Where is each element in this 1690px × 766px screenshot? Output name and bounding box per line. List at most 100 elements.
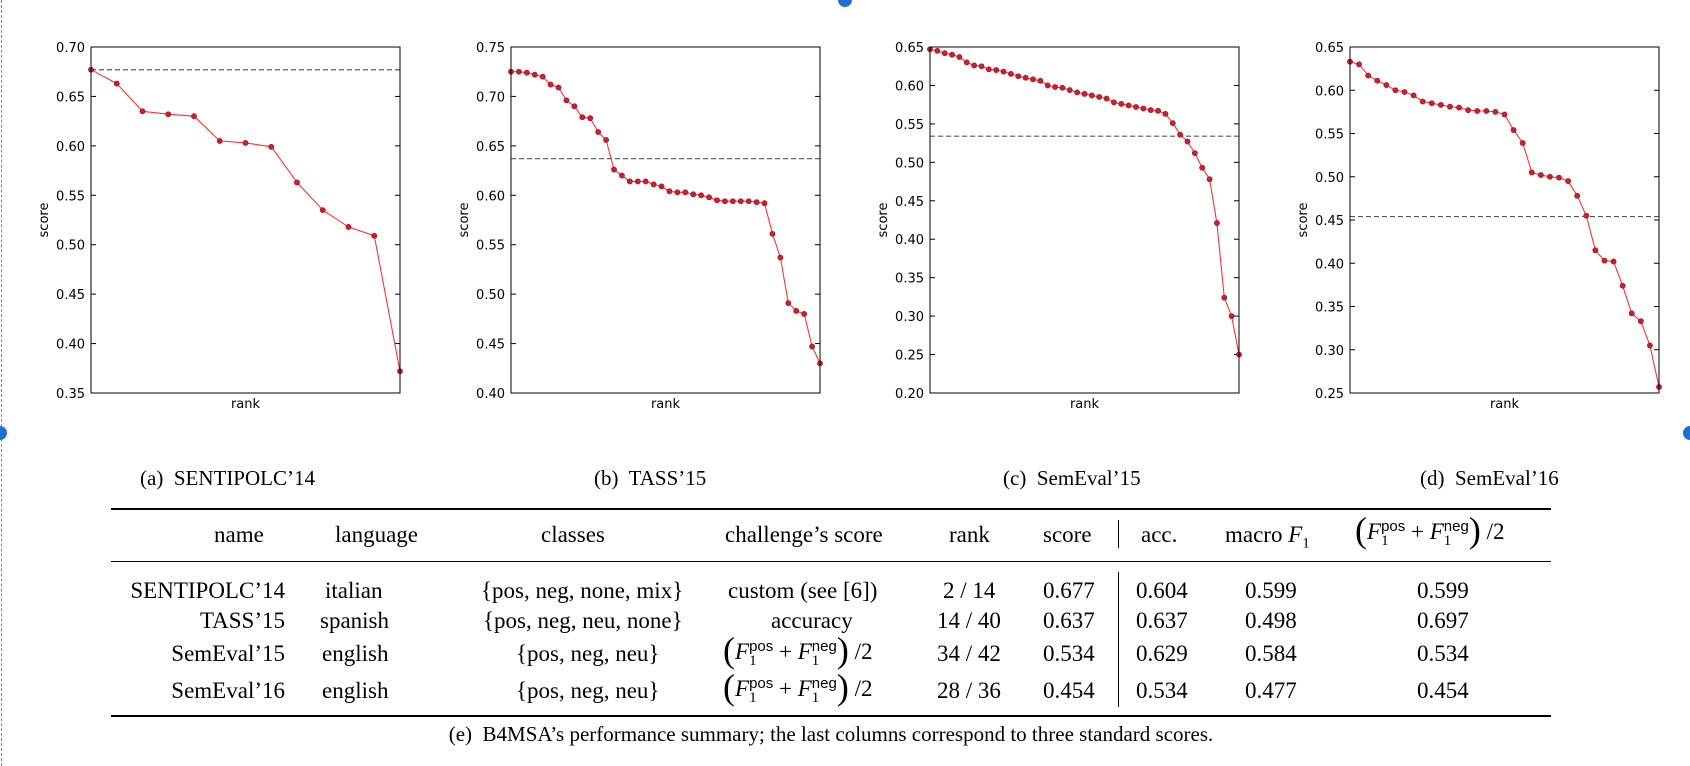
chart-4-ytick-label-6: 0.55 bbox=[1315, 128, 1344, 143]
chart-2-point-11 bbox=[587, 115, 594, 122]
chart-3-point-39 bbox=[1206, 176, 1213, 183]
chart-3-point-40 bbox=[1214, 220, 1220, 226]
row-1-score: 0.677 bbox=[1043, 578, 1095, 603]
resize-handle-right[interactable] bbox=[1683, 426, 1690, 440]
row-2-language: spanish bbox=[320, 608, 389, 633]
chart-2-point-22 bbox=[674, 189, 681, 196]
chart-2-frame bbox=[510, 46, 821, 394]
chart-3-point-12 bbox=[1008, 71, 1014, 77]
caption-d: (d) SemEval’16 bbox=[1420, 466, 1559, 491]
chart-4-point-8 bbox=[1410, 92, 1417, 99]
row-2-classes: {pos, neg, neu, none} bbox=[483, 608, 683, 633]
chart-2-point-5 bbox=[539, 73, 546, 80]
chart-3-point-32 bbox=[1155, 107, 1161, 114]
row-3-acc: 0.629 bbox=[1136, 641, 1188, 666]
chart-3-point-5 bbox=[956, 54, 963, 60]
chart-2-ytick-label-3: 0.55 bbox=[476, 239, 505, 254]
chart-3-ytick-label-8: 0.60 bbox=[895, 79, 924, 94]
chart-4-point-24 bbox=[1556, 174, 1562, 181]
chart-2-point-12 bbox=[595, 129, 602, 135]
chart-4-ytick-label-5: 0.50 bbox=[1315, 171, 1344, 186]
chart-4-point-33 bbox=[1637, 318, 1644, 325]
row-4-div: /2 bbox=[854, 676, 873, 701]
chart-1-ytick-label-1: 0.40 bbox=[56, 338, 85, 353]
table-caption-label: (e) bbox=[448, 722, 473, 746]
chart-3-ytick-label-0: 0.20 bbox=[895, 387, 924, 402]
chart-1-point-2 bbox=[113, 80, 120, 87]
row-4-sub-pos: 1 bbox=[749, 689, 757, 706]
chart-2-point-9 bbox=[571, 103, 578, 110]
chart-3-point-34 bbox=[1169, 120, 1176, 127]
chart-4-point-2 bbox=[1356, 61, 1362, 68]
caption-a-label: (a) bbox=[140, 466, 164, 490]
row-4-classes: {pos, neg, neu} bbox=[516, 678, 660, 703]
chart-3-point-8 bbox=[978, 63, 985, 70]
row-3-avg-f1: 0.534 bbox=[1417, 641, 1469, 666]
caption-c-name: SemEval’15 bbox=[1036, 466, 1141, 490]
row-4-sub-neg: 1 bbox=[811, 689, 820, 706]
chart-3-point-37 bbox=[1191, 150, 1198, 157]
row-2-macro-f1: 0.498 bbox=[1245, 608, 1297, 633]
chart-4-point-21 bbox=[1528, 169, 1535, 176]
chart-3-point-6 bbox=[963, 59, 970, 66]
chart-3-point-29 bbox=[1133, 104, 1139, 110]
resize-handle-top-center[interactable] bbox=[838, 0, 852, 7]
row-3-name: SemEval’15 bbox=[171, 641, 285, 666]
chart-1-point-11 bbox=[345, 224, 352, 230]
chart-4-point-10 bbox=[1428, 100, 1435, 107]
header-avg-sub-neg: 1 bbox=[1443, 532, 1452, 549]
score-vs-rank-charts: 0.35 0.40 0.45 0.50 0.55 0.60 0.65 0.70 rank scor… bbox=[37, 41, 1662, 412]
table-mid-rule bbox=[111, 561, 1551, 562]
row-3-sup-neg: neg bbox=[811, 637, 837, 655]
chart-4-point-15 bbox=[1474, 108, 1481, 114]
chart-2-point-7 bbox=[555, 84, 562, 91]
chart-3-point-28 bbox=[1125, 102, 1132, 109]
header-macro-word: macro bbox=[1225, 522, 1283, 547]
chart-1-ytick-label-0: 0.35 bbox=[56, 387, 85, 402]
chart-2-point-29 bbox=[729, 198, 736, 205]
row-3-sup-pos: pos bbox=[749, 637, 774, 655]
row-2-challenge-score: accuracy bbox=[771, 608, 853, 633]
chart-3-point-27 bbox=[1118, 100, 1125, 107]
chart-3-point-17 bbox=[1044, 82, 1051, 89]
row-1-rank: 2 / 14 bbox=[943, 578, 996, 603]
row-4-name: SemEval’16 bbox=[171, 678, 285, 703]
page-margin-guide bbox=[1, 0, 2, 766]
caption-a-name: SENTIPOLC’14 bbox=[173, 466, 315, 490]
chart-3-point-38 bbox=[1199, 164, 1206, 171]
chart-3-point-26 bbox=[1111, 99, 1117, 106]
caption-b: (b) TASS’15 bbox=[594, 466, 706, 491]
resize-handle-left[interactable] bbox=[0, 426, 7, 440]
chart-1-ytick-label-6: 0.65 bbox=[56, 90, 85, 105]
chart-3-point-11 bbox=[1000, 68, 1007, 75]
row-4-avg-f1: 0.454 bbox=[1417, 678, 1469, 703]
chart-1-point-7 bbox=[242, 139, 249, 146]
chart-2-point-20 bbox=[658, 183, 665, 190]
chart-4-point-27 bbox=[1583, 212, 1590, 219]
header-avg-sup-neg: neg bbox=[1443, 517, 1469, 535]
caption-c: (c) SemEval’15 bbox=[1003, 466, 1141, 491]
chart-1-ytick-label-3: 0.50 bbox=[56, 239, 85, 254]
chart-3-point-14 bbox=[1022, 74, 1029, 81]
header-macro-f1: macro F1 bbox=[1225, 522, 1310, 553]
chart-2-point-35 bbox=[777, 254, 784, 261]
chart-3-ytick-label-4: 0.40 bbox=[895, 233, 924, 248]
chart-2-point-30 bbox=[737, 198, 744, 205]
table-top-rule bbox=[111, 508, 1551, 510]
chart-4-point-18 bbox=[1501, 111, 1508, 118]
chart-2-point-23 bbox=[682, 189, 689, 196]
row-3-score: 0.534 bbox=[1043, 641, 1095, 666]
table-caption: (e) B4MSA’s performance summary; the las… bbox=[111, 722, 1551, 747]
chart-1-ylabel: score bbox=[37, 203, 52, 238]
row-4-sup-pos: pos bbox=[749, 674, 774, 692]
chart-2-ytick-label-2: 0.50 bbox=[476, 288, 505, 303]
row-4-f-neg: F bbox=[797, 676, 812, 701]
header-avg-div: /2 bbox=[1486, 519, 1505, 544]
column-separator-body bbox=[1118, 572, 1119, 707]
chart-2-point-3 bbox=[523, 69, 530, 76]
row-1-classes: {pos, neg, none, mix} bbox=[481, 578, 684, 603]
chart-2-point-10 bbox=[579, 114, 586, 121]
chart-1-point-6 bbox=[216, 138, 223, 144]
chart-1-point-4 bbox=[165, 111, 172, 118]
header-classes: classes bbox=[541, 522, 605, 547]
